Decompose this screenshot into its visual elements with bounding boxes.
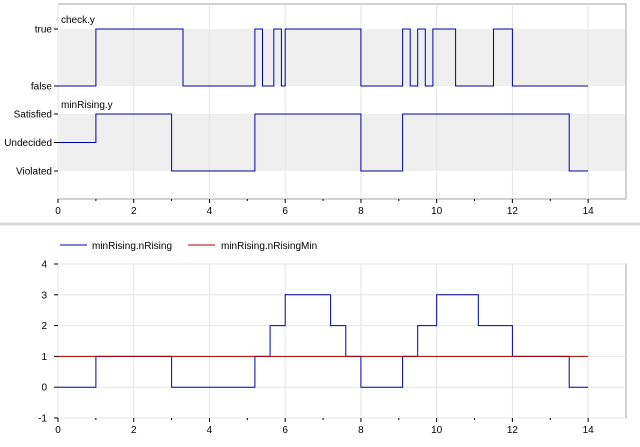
top-plot: check.y false true minRising.y Violated Undec…	[0, 3, 640, 226]
top-x-tick-label: 0	[55, 206, 61, 217]
bottom-y-tick-label: 2	[41, 321, 47, 332]
top-x-tick-label: 8	[358, 206, 364, 217]
bottom-y-tick-label: -1	[38, 414, 47, 425]
check-value-band	[59, 29, 625, 86]
bottom-x-tick-label: 10	[431, 425, 443, 436]
bottom-x-tick-label: 4	[207, 425, 213, 436]
minrising-level-label: Satisfied	[14, 110, 52, 121]
top-x-tick-label: 2	[131, 206, 137, 217]
bottom-x-tick-label: 12	[507, 425, 519, 436]
top-x-tick-label: 14	[583, 206, 595, 217]
bottom-y-tick-label: 0	[41, 383, 47, 394]
legend-label-nrising: minRising.nRising	[92, 241, 172, 252]
check-level-label: false	[31, 82, 53, 93]
bottom-y-tick-label: 3	[41, 290, 47, 301]
minrising-level-label: Violated	[16, 167, 52, 178]
bottom-y-tick-label: 4	[41, 260, 47, 271]
bottom-x-tick-label: 2	[131, 425, 137, 436]
check-signal-label: check.y	[61, 15, 95, 26]
minrising-value-band	[59, 114, 625, 171]
bottom-x-tick-label: 6	[282, 425, 288, 436]
legend-label-nrisingmin: minRising.nRisingMin	[221, 241, 317, 252]
minrising-signal-line	[58, 113, 589, 172]
top-x-tick-label: 6	[282, 206, 288, 217]
top-x-tick-label: 12	[507, 206, 519, 217]
bottom-x-tick-label: 8	[358, 425, 364, 436]
top-x-tick-label: 10	[431, 206, 443, 217]
bottom-x-tick-label: 14	[583, 425, 595, 436]
check-signal-line	[58, 28, 589, 87]
minrising-level-label: Undecided	[4, 138, 52, 149]
bottom-plot-frame	[57, 263, 627, 419]
top-x-tick-label: 4	[207, 206, 213, 217]
bottom-x-tick-label: 0	[55, 425, 61, 436]
bottom-y-tick-label: 1	[41, 352, 47, 363]
minrising-signal-label: minRising.y	[61, 100, 113, 111]
check-level-label: true	[35, 25, 53, 36]
